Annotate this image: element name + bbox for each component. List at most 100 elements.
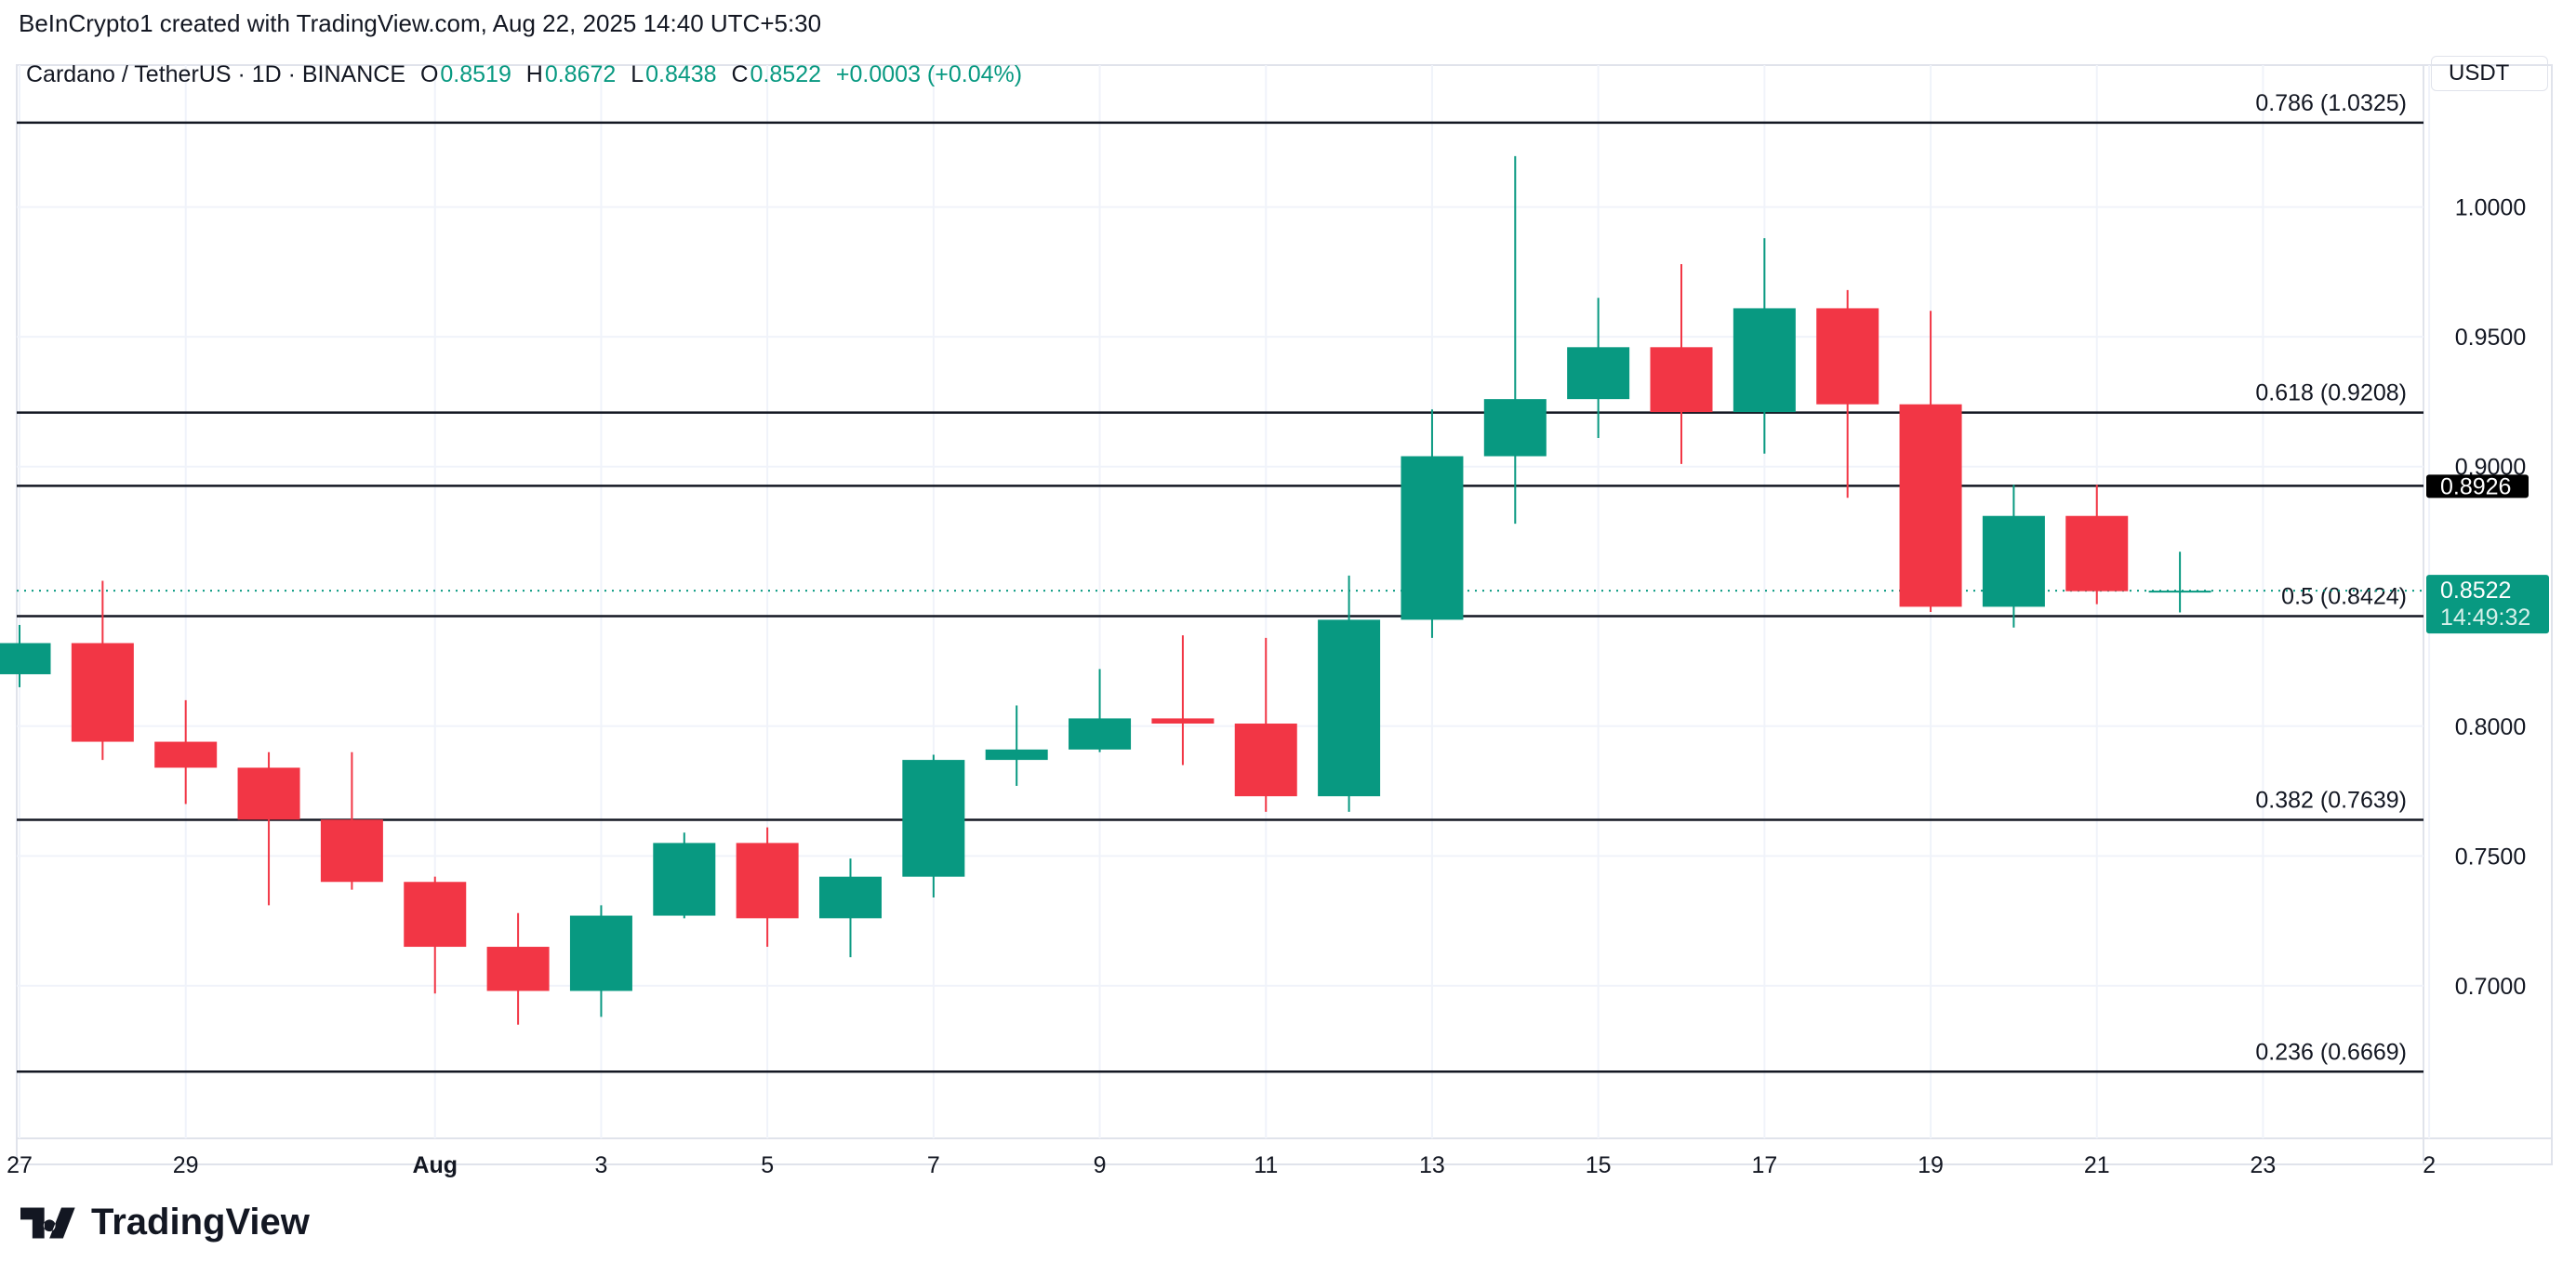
candle-body [902,760,965,877]
candle-aug-22 [2148,552,2211,613]
candle-body [985,749,1048,761]
candle-jul-27 [0,624,51,687]
x-tick-label: 23 [2251,1152,2277,1178]
candle-jul-31 [320,751,383,890]
y-tick-label: 0.9500 [2455,325,2526,351]
candle-body [486,947,550,991]
candle-body [1816,308,1879,405]
x-tick-label: Aug [412,1152,458,1178]
symbol-legend: Cardano / TetherUS · 1D · BINANCE O0.851… [26,61,1024,88]
horizontal-line-price-tag [2426,474,2529,498]
candle-aug-13 [1401,409,1464,638]
candle-body [569,915,632,991]
x-tick-label: 29 [173,1152,199,1178]
x-tick-label: 3 [594,1152,607,1178]
candle-aug-5 [736,827,799,948]
low-value: 0.8438 [645,61,717,87]
symbol-name[interactable]: Cardano / TetherUS · 1D · BINANCE [26,61,406,87]
fib-label: 0.382 (0.7639) [2255,788,2407,814]
candle-body [1899,404,1962,607]
x-tick-label: 7 [927,1152,940,1178]
candle-aug-21 [2065,485,2129,605]
y-tick-label: 0.7500 [2455,844,2526,870]
candle-aug-8 [985,705,1048,786]
fib-label: 0.618 (0.9208) [2255,380,2407,406]
candle-body [653,843,716,916]
candle-aug-6 [819,858,882,958]
candle-body [2065,515,2129,591]
high-value: 0.8672 [544,61,617,87]
low-label: L [631,61,644,87]
x-tick-label: 13 [1419,1152,1445,1178]
high-label: H [525,61,543,87]
candle-jul-30 [237,751,300,906]
candle-aug-15 [1567,298,1630,438]
open-value: 0.8519 [440,61,511,87]
candle-body [237,767,300,820]
candle-body [2148,591,2211,593]
y-tick-label: 1.0000 [2455,195,2526,221]
candle-body [1069,718,1132,750]
candle-aug-9 [1069,669,1132,752]
candle-body [71,643,134,742]
candle-body [1982,515,2045,607]
price-axis: 1.00000.95000.90000.80000.75000.70000.89… [2426,195,2549,1000]
candle-body [1401,456,1464,620]
x-tick-label: 5 [761,1152,774,1178]
close-label: C [731,61,749,87]
candle-body [404,882,467,948]
candle-aug-1 [404,876,467,994]
candle-body [736,843,799,919]
fib-label: 0.236 (0.6669) [2255,1039,2407,1065]
candle-aug-14 [1483,155,1547,525]
candle-aug-2 [486,912,550,1025]
candle-aug-16 [1650,264,1713,464]
x-tick-label: 27 [7,1152,33,1178]
chart-frame [16,64,2553,1165]
last-price-countdown: 14:49:32 [2440,605,2530,631]
last-price-tag [2426,575,2549,634]
brand-name: TradingView [91,1202,310,1243]
grid [16,64,2553,1165]
tradingview-logo-icon [20,1207,75,1238]
x-tick-label: 2 [2423,1152,2436,1178]
fib-levels: 0.786 (1.0325) 0.618 (0.9208) 0.5 (0.8424)… [17,90,2423,1073]
last-price-value: 0.8522 [2440,578,2511,604]
candle-aug-20 [1982,485,2045,628]
candle-jul-28 [71,580,134,761]
candle-aug-4 [653,832,716,919]
candle-body [1483,399,1547,457]
x-tick-label: 17 [1751,1152,1777,1178]
candle-aug-12 [1318,575,1381,812]
x-tick-label: 15 [1586,1152,1612,1178]
candle-body [0,643,51,674]
time-axis: 27 29 Aug 3 5 7 9 11 13 15 17 19 21 23 2 [7,1152,2436,1178]
attribution: BeInCrypto1 created with TradingView.com… [19,9,822,37]
candle-body [320,819,383,883]
candles [0,155,2211,1025]
x-tick-label: 19 [1918,1152,1944,1178]
close-value: 0.8522 [750,61,822,87]
fib-label: 0.786 (1.0325) [2255,90,2407,116]
y-tick-label: 0.7000 [2455,974,2526,1000]
fib-label: 0.5 (0.8424) [2281,583,2407,609]
candle-body [1151,718,1215,724]
x-tick-label: 11 [1254,1152,1278,1178]
candle-aug-11 [1234,637,1297,812]
open-label: O [419,61,439,87]
candle-body [1567,347,1630,400]
candle-body [819,876,882,919]
candle-jul-29 [154,699,218,804]
candle-body [1318,619,1381,797]
candle-aug-3 [569,905,632,1017]
currency-button[interactable]: USDT [2431,56,2548,91]
candle-aug-18 [1816,289,1879,498]
tradingview-logo[interactable]: TradingView [20,1202,310,1243]
candle-aug-7 [902,754,965,898]
candle-aug-10 [1151,635,1215,765]
candle-body [154,741,218,768]
horizontal-line-price: 0.8926 [2440,473,2511,499]
candle-aug-17 [1733,238,1796,454]
candle-body [1234,724,1297,797]
